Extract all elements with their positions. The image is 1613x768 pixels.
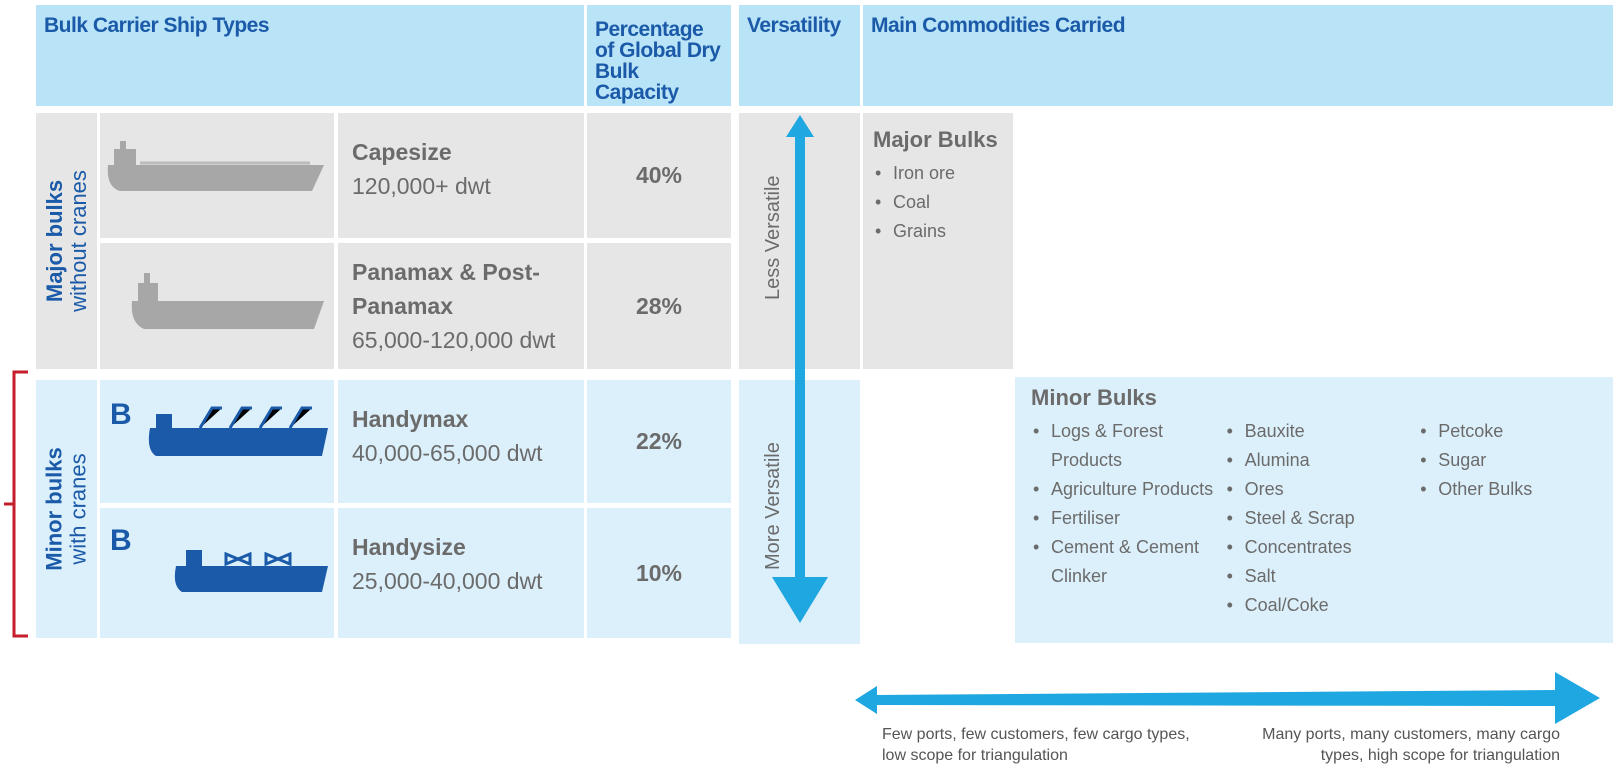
capacity-share: 22% — [587, 380, 731, 503]
ship-name-cell: Panamax & Post-Panamax 65,000-120,000 dwt — [338, 243, 584, 369]
commodity: Bauxite — [1225, 417, 1419, 446]
commodity: Coal — [873, 188, 1003, 217]
ship-name: Handysize — [352, 534, 466, 560]
group-label: Major bulks without cranes — [36, 113, 97, 369]
ship-size: 25,000-40,000 dwt — [352, 568, 543, 594]
header-cell: Bulk Carrier Ship Types — [36, 5, 584, 106]
commodity: Agriculture Products — [1031, 475, 1225, 504]
commodity: Steel & Scrap — [1225, 504, 1419, 533]
capacity-share: 40% — [587, 113, 731, 238]
commodity-list: Logs & Forest ProductsAgriculture Produc… — [1031, 417, 1225, 620]
group-title: Major bulks — [41, 179, 67, 303]
commodity: Coal/Coke — [1225, 591, 1419, 620]
ship-size: 40,000-65,000 dwt — [352, 440, 543, 466]
minor-bulks-title: Minor Bulks — [1031, 385, 1157, 410]
ship-name-cell: Handysize 25,000-40,000 dwt — [338, 508, 584, 638]
ship-cell: B — [100, 508, 334, 638]
svg-text:B: B — [110, 398, 132, 431]
ship-name-cell: Handymax 40,000-65,000 dwt — [338, 380, 584, 503]
ship-name-cell: Capesize 120,000+ dwt — [338, 113, 584, 238]
commodity: Fertiliser — [1031, 504, 1225, 533]
minor-bulks-box: Minor Bulks Logs & Forest ProductsAgricu… — [1015, 377, 1613, 643]
commodity-list: BauxiteAluminaOresSteel & ScrapConcentra… — [1225, 417, 1419, 620]
scale-label: Many ports, many customers, many cargo t… — [1262, 726, 1560, 764]
group-subtitle: without cranes — [65, 170, 91, 312]
commodity: Iron ore — [873, 159, 1003, 188]
commodity: Concentrates — [1225, 533, 1419, 562]
ship-cell — [100, 243, 334, 369]
commodity: Grains — [873, 217, 1003, 246]
header-cell: Percentage of Global Dry Bulk Capacity — [587, 5, 731, 106]
commodity: Petcoke — [1418, 417, 1597, 446]
major-bulks-title: Major Bulks — [873, 127, 998, 152]
ship-cell: B — [100, 380, 334, 503]
group-title: Minor bulks — [41, 447, 67, 571]
capacity-share: 28% — [587, 243, 731, 369]
versatility-arrow — [772, 115, 828, 623]
ship-icon: B — [110, 398, 328, 456]
commodity: Alumina — [1225, 446, 1419, 475]
commodity: Logs & Forest Products — [1031, 417, 1225, 475]
ship-size: 120,000+ dwt — [352, 173, 491, 199]
group-subtitle: with cranes — [65, 453, 91, 565]
header-cell: Main Commodities Carried — [863, 5, 1613, 106]
header-cell: Versatility — [739, 5, 860, 106]
capacity-share: 10% — [587, 508, 731, 638]
commodity: Sugar — [1418, 446, 1597, 475]
ship-size: 65,000-120,000 dwt — [352, 327, 556, 353]
scope-arrow — [855, 672, 1600, 724]
ship-name: Handymax — [352, 406, 469, 432]
commodity: Cement & Cement Clinker — [1031, 533, 1225, 591]
scale-label: Few ports, few customers, few cargo type… — [882, 726, 1190, 764]
ship-name: Capesize — [352, 139, 452, 165]
commodity: Ores — [1225, 475, 1419, 504]
commodity: Salt — [1225, 562, 1419, 591]
ship-name: Panamax & Post-Panamax — [352, 259, 540, 319]
ship-cell — [100, 113, 334, 238]
commodity-list: PetcokeSugarOther Bulks — [1418, 417, 1597, 620]
group-bracket — [4, 370, 28, 638]
commodity: Other Bulks — [1418, 475, 1597, 504]
ship-icon: B — [110, 524, 328, 592]
group-label: Minor bulks with cranes — [36, 380, 97, 638]
ship-icon — [131, 273, 324, 329]
svg-text:B: B — [110, 524, 132, 557]
major-bulks-box: Major Bulks Iron oreCoalGrains — [863, 113, 1013, 369]
ship-icon — [107, 141, 324, 191]
